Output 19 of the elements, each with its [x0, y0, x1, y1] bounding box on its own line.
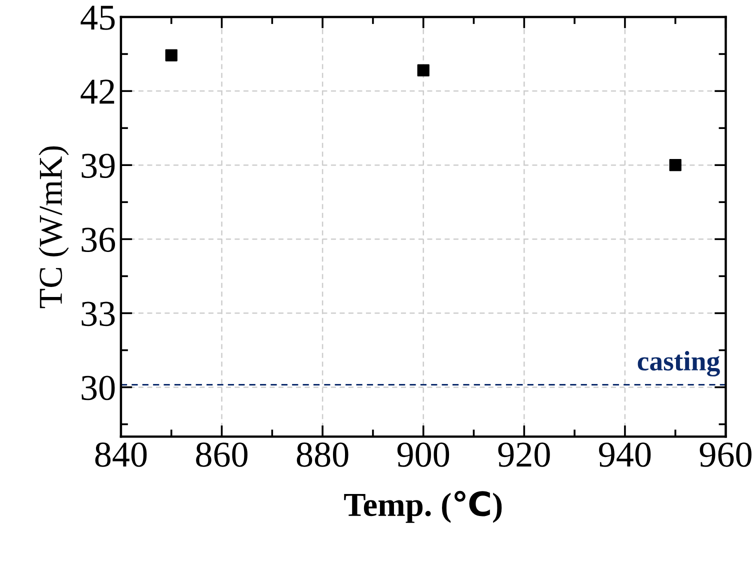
x-tick-label: 960 [700, 442, 752, 467]
y-tick-label: 39 [82, 154, 115, 178]
y-tick-label: 42 [80, 80, 114, 104]
y-tick-label: 36 [82, 228, 116, 252]
y-axis-title: TC (W/mK) [38, 146, 69, 308]
ref-line-label: casting [638, 351, 720, 376]
x-tick-label: 900 [397, 442, 450, 467]
y-tick-label: 33 [82, 302, 115, 326]
point [669, 159, 682, 172]
x-tick-label: 840 [95, 442, 147, 467]
y-tick-label: 30 [82, 376, 115, 400]
x-tick-label: 860 [196, 442, 248, 467]
point [417, 64, 430, 76]
point [165, 49, 178, 62]
x-tick-label: 880 [296, 442, 348, 467]
x-tick-label: 940 [599, 442, 651, 467]
y-tick-label: 45 [80, 6, 115, 30]
x-axis-title: Temp. (℃) [344, 490, 502, 523]
x-tick-label: 920 [498, 442, 550, 467]
